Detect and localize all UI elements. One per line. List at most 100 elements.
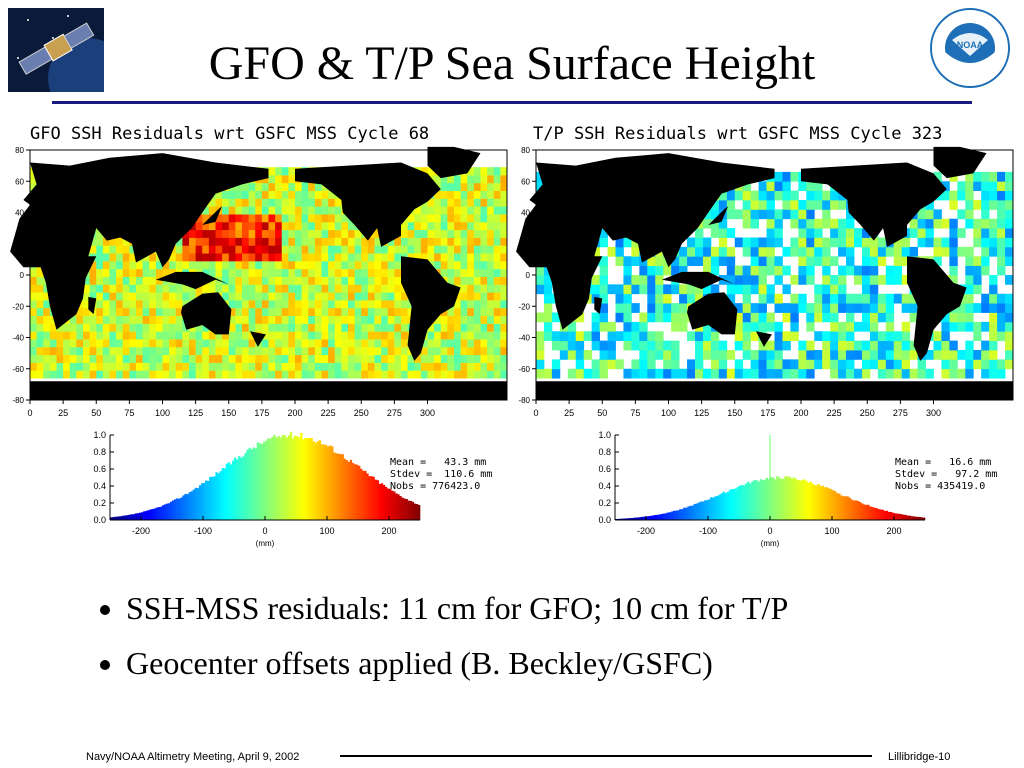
histogram-bar (364, 470, 367, 520)
residual-cell (96, 245, 104, 254)
residual-cell (790, 359, 799, 370)
residual-cell (367, 268, 375, 277)
residual-cell (334, 206, 342, 215)
residual-cell (447, 331, 455, 340)
residual-cell (957, 368, 966, 379)
residual-cell (965, 256, 974, 267)
residual-cell (774, 293, 783, 304)
residual-cell (671, 284, 680, 295)
residual-cell (467, 300, 475, 309)
residual-cell (341, 245, 349, 254)
residual-cell (447, 346, 455, 356)
map-left-title: GFO SSH Residuals wrt GSFC MSS Cycle 68 (30, 124, 430, 144)
residual-cell (695, 340, 704, 351)
residual-cell (420, 362, 428, 371)
residual-cell (149, 268, 157, 277)
residual-cell (877, 368, 887, 379)
residual-cell (354, 315, 362, 324)
residual-cell (933, 246, 942, 257)
histogram-bar (141, 512, 144, 520)
histogram-bar (677, 510, 680, 520)
residual-cell (997, 200, 1006, 210)
residual-cell (806, 350, 815, 360)
residual-cell (334, 315, 342, 324)
residual-cell (96, 276, 104, 285)
residual-cell (925, 218, 934, 229)
residual-cell (782, 340, 791, 351)
histogram-bar (198, 485, 202, 520)
residual-cell (149, 307, 157, 317)
histogram-bar (877, 509, 880, 520)
residual-cell (228, 300, 236, 309)
residual-cell (281, 167, 289, 176)
histogram-bar (271, 436, 274, 520)
residual-cell (255, 214, 263, 223)
residual-cell (838, 350, 847, 360)
residual-cell (334, 339, 342, 348)
residual-cell (228, 206, 236, 215)
residual-cell (43, 370, 51, 379)
residual-cell (36, 276, 44, 285)
residual-cell (949, 246, 958, 257)
residual-cell (774, 190, 783, 201)
residual-cell (806, 181, 815, 192)
residual-cell (877, 331, 887, 342)
residual-cell (169, 315, 177, 324)
residual-cell (328, 292, 336, 301)
histogram-bar (741, 485, 744, 520)
residual-cell (169, 339, 177, 348)
residual-cell (275, 253, 283, 262)
residual-cell (367, 260, 375, 270)
residual-cell (155, 292, 163, 301)
histogram-bars (110, 431, 421, 520)
residual-cell (334, 331, 342, 340)
residual-cell (308, 214, 316, 223)
residual-cell (301, 339, 309, 348)
histogram-bar (910, 516, 913, 520)
residual-cell (989, 171, 998, 182)
histogram-bar (231, 460, 235, 520)
residual-cell (89, 346, 97, 356)
residual-cell (155, 268, 163, 277)
residual-cell (354, 300, 362, 309)
land-mass (536, 381, 1013, 400)
histogram-left: 1.00.80.60.40.20.0-200 -100 0 100 200(mm)Mea… (93, 430, 492, 548)
residual-cell (798, 256, 807, 267)
residual-cell (454, 198, 462, 207)
residual-cell (381, 245, 389, 254)
histogram-bar (200, 483, 204, 520)
histogram-bar (712, 497, 715, 520)
residual-cell (885, 350, 895, 360)
residual-cell (208, 253, 216, 262)
residual-cell (248, 370, 256, 379)
residual-cell (487, 346, 495, 356)
residual-cell (893, 293, 903, 304)
residual-cell (543, 303, 553, 313)
residual-cell (822, 237, 831, 248)
residual-cell (83, 339, 91, 348)
histogram-bar (631, 517, 634, 520)
residual-cell (175, 260, 183, 270)
residual-cell (361, 292, 369, 301)
residual-cell (750, 312, 759, 323)
histogram-bar (679, 509, 682, 520)
residual-cell (49, 346, 57, 356)
residual-cell (989, 331, 998, 342)
residual-cell (348, 339, 356, 348)
residual-cell (129, 245, 137, 254)
histogram-bar (248, 447, 251, 520)
residual-cell (314, 268, 322, 277)
residual-cell (122, 300, 130, 309)
residual-cell (69, 323, 77, 332)
residual-cell (615, 303, 624, 313)
histogram-bar (674, 510, 678, 520)
residual-cell (734, 303, 744, 313)
residual-cell (301, 346, 309, 356)
residual-cell (367, 331, 375, 340)
residual-cell (440, 221, 448, 231)
residual-cell (742, 265, 752, 276)
histogram-bar (293, 435, 297, 520)
y-tick-label: 40 (521, 209, 530, 218)
residual-cell (242, 339, 250, 348)
residual-cell (997, 331, 1006, 342)
